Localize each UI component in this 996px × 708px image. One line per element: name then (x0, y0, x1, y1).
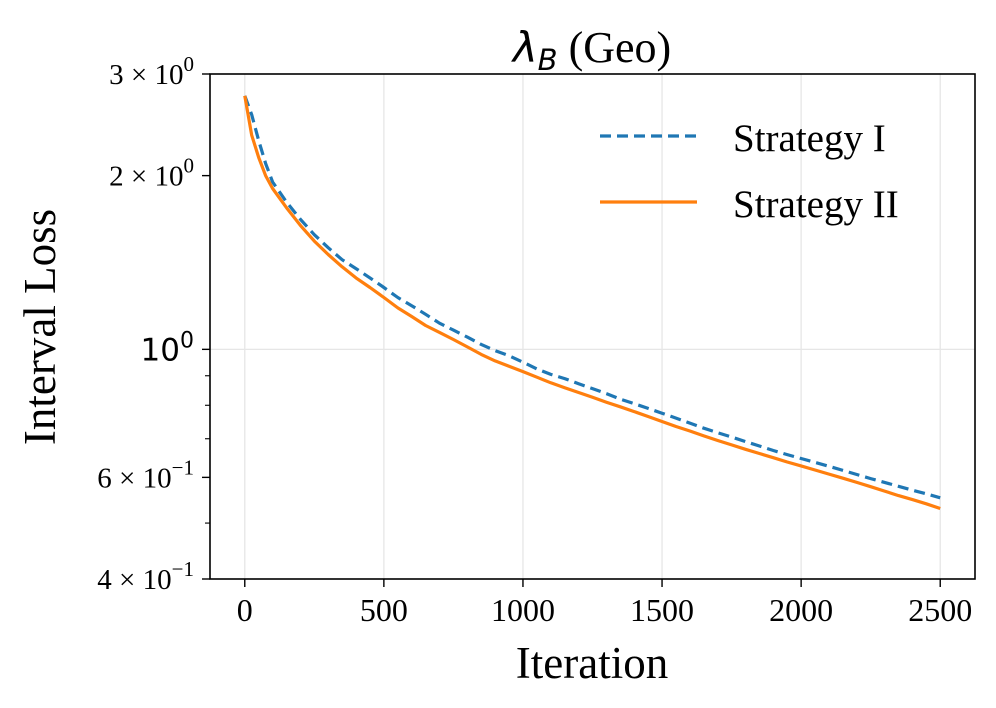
y-tick-mantissa: 6 (97, 462, 112, 494)
x-tick-label: 2000 (769, 592, 833, 628)
x-tick-label: 0 (237, 592, 253, 628)
series-layer (243, 95, 941, 511)
y-tick-times-ten: × 10 (112, 564, 172, 596)
y-tick-times-ten: × 10 (124, 161, 184, 193)
y-tick-label: 100 (141, 328, 194, 368)
y-tick-label: 2 × 100 (109, 154, 194, 193)
series-line-strategy-1 (243, 95, 941, 500)
grid-layer (210, 74, 975, 579)
y-tick-exponent: 0 (184, 52, 195, 76)
y-tick-exponent: 0 (180, 328, 194, 353)
legend: Strategy I Strategy II (600, 117, 899, 226)
chart-title-symbol: λ (511, 23, 538, 72)
series-line-strategy-2 (243, 95, 941, 511)
x-axis-label: Iteration (516, 638, 668, 688)
legend-label-strategy-2: Strategy II (733, 183, 899, 226)
y-tick-label: 6 × 10−1 (97, 455, 194, 494)
y-tick-exponent: −1 (172, 455, 194, 479)
chart-title-text: (Geo) (569, 23, 672, 72)
y-tick-times-ten: × 10 (112, 462, 172, 494)
y-tick-label: 4 × 10−1 (97, 557, 194, 596)
y-tick-mantissa: 3 (109, 59, 124, 91)
x-tick-label: 2500 (908, 592, 972, 628)
x-tick-label: 1000 (491, 592, 555, 628)
y-axis-label: Interval Loss (15, 209, 65, 445)
chart-title-subscript: B (538, 43, 558, 77)
y-tick-times-ten: × 10 (124, 59, 184, 91)
chart-title: λB (Geo) (511, 23, 671, 77)
x-tick-label: 1500 (630, 592, 694, 628)
y-tick-label: 3 × 100 (109, 52, 194, 91)
y-tick-mantissa: 2 (109, 161, 124, 193)
y-tick-mantissa: 4 (97, 564, 112, 596)
y-tick-exponent: −1 (172, 557, 194, 581)
y-tick-exponent: 0 (184, 154, 195, 178)
legend-label-strategy-1: Strategy I (733, 117, 886, 160)
plot-frame (209, 73, 976, 580)
y-tick-base: 10 (141, 332, 180, 368)
x-tick-label: 500 (360, 592, 408, 628)
